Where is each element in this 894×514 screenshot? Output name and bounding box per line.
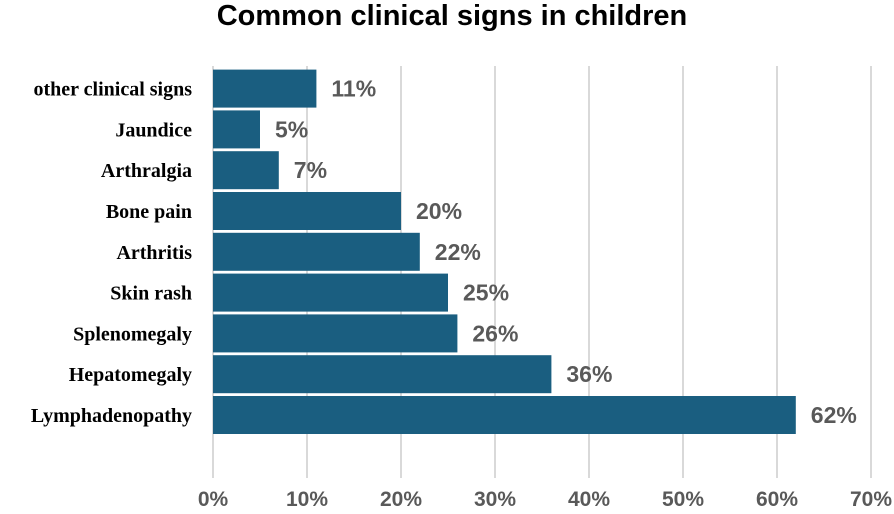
bar-splenomegaly <box>213 314 458 353</box>
data-label-other-clinical-signs: 11% <box>331 76 376 102</box>
x-axis-tick-labels: 0% 10% 20% 30% 40% 50% 60% 70% <box>198 488 893 511</box>
bar-lymphadenopathy <box>213 396 796 434</box>
bar-skin-rash <box>213 273 448 312</box>
x-tick-label-30: 30% <box>474 488 516 511</box>
x-tick-label-20: 20% <box>380 488 422 511</box>
x-tick-label-0: 0% <box>198 488 229 511</box>
bar-hepatomegaly <box>213 355 552 394</box>
category-label-arthritis: Arthritis <box>116 242 192 264</box>
category-label-lymphadenopathy: Lymphadenopathy <box>31 405 192 427</box>
data-label-bone-pain: 20% <box>416 198 462 224</box>
category-label-arthralgia: Arthralgia <box>101 160 192 182</box>
data-labels: 62% 36% 26% 25% 22% 20% 7% 5% 11% <box>275 76 857 428</box>
bar-bone-pain <box>213 192 401 230</box>
chart-title: Common clinical signs in children <box>217 0 688 32</box>
data-label-jaundice: 5% <box>275 116 308 142</box>
bar-arthralgia <box>213 151 279 190</box>
category-label-splenomegaly: Splenomegaly <box>73 323 192 345</box>
data-label-splenomegaly: 26% <box>472 320 518 346</box>
data-label-arthralgia: 7% <box>294 157 327 183</box>
category-label-other-clinical-signs: other clinical signs <box>33 79 192 101</box>
bar-jaundice <box>213 110 260 149</box>
x-tick-label-70: 70% <box>850 488 892 511</box>
category-labels: Lymphadenopathy Hepatomegaly Splenomegaly S… <box>31 79 192 427</box>
data-label-arthritis: 22% <box>435 239 481 265</box>
x-tick-label-60: 60% <box>756 488 798 511</box>
bars <box>213 69 796 434</box>
x-tick-label-10: 10% <box>286 488 328 511</box>
category-label-jaundice: Jaundice <box>115 119 192 141</box>
category-label-hepatomegaly: Hepatomegaly <box>69 364 192 386</box>
data-label-hepatomegaly: 36% <box>566 361 612 387</box>
x-tick-label-40: 40% <box>568 488 610 511</box>
data-label-skin-rash: 25% <box>463 280 509 306</box>
bar-other-clinical-signs <box>213 69 317 108</box>
data-label-lymphadenopathy: 62% <box>811 402 857 428</box>
bar-arthritis <box>213 232 420 271</box>
gridlines <box>212 66 872 478</box>
category-label-bone-pain: Bone pain <box>106 201 192 223</box>
x-tick-label-50: 50% <box>662 488 704 511</box>
category-label-skin-rash: Skin rash <box>110 283 192 305</box>
